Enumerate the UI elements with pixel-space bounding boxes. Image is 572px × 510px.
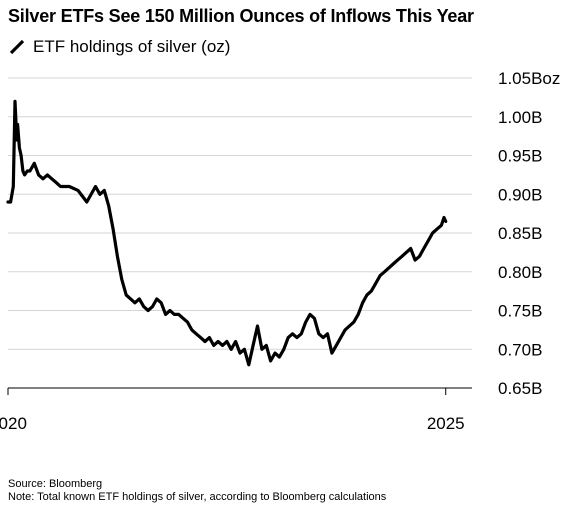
y-tick-label: 0.65B: [498, 379, 542, 398]
series-layer: [6, 99, 448, 367]
y-tick-label: 0.95B: [498, 147, 542, 166]
footnote: Note: Total known ETF holdings of silver…: [8, 491, 387, 503]
series-line: [6, 99, 448, 367]
legend-label: ETF holdings of silver (oz): [33, 37, 231, 56]
y-tick-label: 1.05Boz: [498, 69, 560, 88]
y-tick-label: 0.70B: [498, 340, 542, 359]
y-tick-label: 0.80B: [498, 263, 542, 282]
chart-title: Silver ETFs See 150 Million Ounces of In…: [8, 6, 474, 26]
source-note: Source: Bloomberg: [8, 478, 103, 490]
y-axis-labels: 1.05Boz 1.00B 0.95B 0.90B 0.85B 0.80B 0.75B 0.7…: [498, 69, 560, 398]
chart-footer: Source: Bloomberg Note: Total known ETF …: [8, 478, 386, 504]
y-tick-label: 0.85B: [498, 224, 542, 243]
legend: ETF holdings of silver (oz): [8, 36, 230, 58]
y-tick-label: 0.75B: [498, 302, 542, 321]
y-tick-label: 0.90B: [498, 185, 542, 204]
grid-lines: [8, 77, 472, 350]
y-tick-label: 1.00B: [498, 108, 542, 127]
legend-line-swatch: [9, 39, 25, 55]
x-tick-label: 2025: [427, 414, 465, 433]
